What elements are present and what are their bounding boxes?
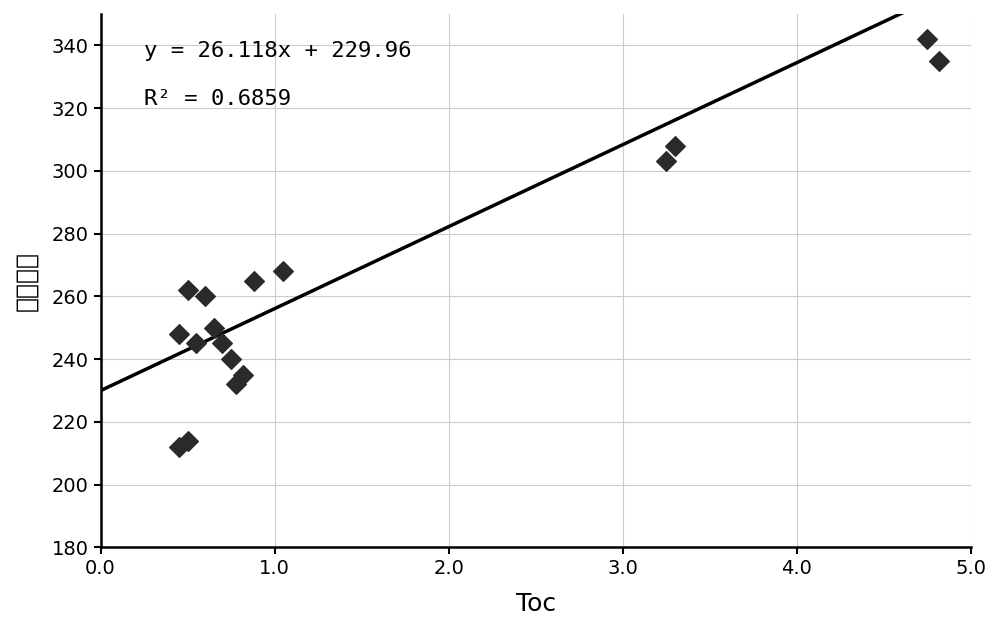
Point [275,266,291,277]
Point [206,323,222,333]
Point [180,436,196,446]
X-axis label: Toc: Toc [516,592,556,616]
Point [931,56,947,66]
Point [246,275,262,285]
Point [188,338,204,348]
Point [667,140,683,151]
Point [171,442,187,452]
Text: R² = 0.6859: R² = 0.6859 [144,89,291,108]
Point [223,354,239,364]
Point [197,291,213,301]
Point [658,156,674,166]
Point [235,370,251,380]
Point [919,34,935,44]
Point [171,329,187,339]
Y-axis label: 声波时差: 声波时差 [14,251,38,311]
Point [214,338,230,348]
Text: y = 26.118x + 229.96: y = 26.118x + 229.96 [144,40,412,60]
Point [180,285,196,295]
Point [228,379,244,389]
